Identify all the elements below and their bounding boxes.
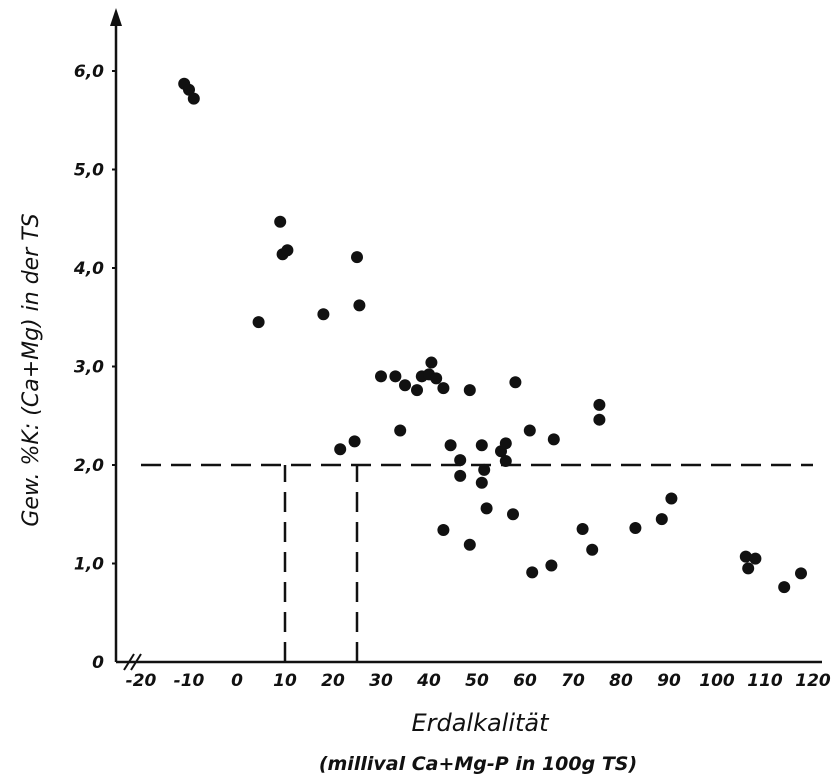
y-tick-labels: 0 1,0 2,0 3,0 4,0 5,0 6,0 [73,62,116,673]
data-point [454,454,467,467]
x-tick-label: -10 [174,671,205,691]
data-point [399,379,411,392]
data-point [545,559,558,572]
y-tick-label: 3,0 [74,358,104,378]
y-tick-label: 0 [92,653,104,673]
axis-break-marker [123,653,142,671]
data-point [586,543,599,556]
x-axis-title: Erdalkalität [411,709,550,737]
x-tick-label: 20 [321,671,345,691]
data-point [523,424,536,437]
data-point [463,384,476,397]
data-point [507,508,519,521]
data-point [480,502,493,515]
data-point [749,552,762,565]
x-tick-label: 40 [416,671,441,691]
data-point [411,384,423,397]
data-point [437,524,450,537]
data-point [499,455,512,468]
y-tick-label: 5,0 [74,161,104,181]
data-point [593,398,606,411]
reference-lines [141,463,813,662]
x-tick-label: 0 [231,671,243,691]
data-point [739,550,752,563]
axes [110,8,822,671]
x-tick-label: 30 [369,671,393,691]
data-point [351,251,363,264]
x-tick-label: 70 [561,671,585,691]
data-point [475,476,488,489]
x-tick-label: -20 [126,671,157,691]
data-points [178,77,807,594]
data-point [509,376,522,389]
x-tick-label: 50 [465,671,489,691]
data-point [526,566,539,579]
data-point [576,523,589,536]
x-tick-label: 60 [513,671,537,691]
x-tick-labels: -20 -10 0 10 20 30 40 50 60 70 80 90 100 110 120 [126,671,831,691]
data-point [795,567,807,580]
y-tick-label: 1,0 [74,555,104,575]
y-axis-title: Gew. %K: (Ca+Mg) in der TS [19,213,44,526]
data-point [252,316,265,329]
data-point [547,433,560,446]
y-axis-arrow [110,8,122,26]
data-point [778,581,791,594]
data-point [353,299,366,312]
x-axis-subtitle: (millival Ca+Mg-P in 100g TS) [319,753,637,775]
data-point [187,92,200,105]
x-tick-label: 10 [273,671,297,691]
data-point [394,424,407,437]
x-tick-label: 110 [747,671,783,691]
data-point [475,439,488,452]
data-point [665,492,678,505]
y-tick-label: 4,0 [73,259,104,279]
data-point [655,513,668,526]
x-tick-label: 90 [657,671,681,691]
data-point [463,538,476,551]
data-point [183,83,195,96]
data-point [334,443,347,456]
data-point [499,437,512,450]
data-point [375,370,387,383]
data-point [444,439,457,452]
x-tick-label: 100 [699,671,735,691]
data-point [437,382,450,395]
x-tick-label: 120 [795,671,831,691]
data-point [274,215,287,228]
data-point [478,463,491,476]
data-point [454,469,467,482]
y-tick-label: 2,0 [74,456,104,476]
data-point [348,435,361,448]
data-point [593,413,606,426]
data-point [425,356,438,369]
data-point [629,522,642,535]
y-tick-label: 6,0 [74,62,104,82]
data-point [742,562,755,575]
x-tick-label: 80 [609,671,633,691]
data-point [389,370,402,383]
data-point [281,244,294,257]
data-point [317,308,330,321]
data-point [430,372,443,385]
